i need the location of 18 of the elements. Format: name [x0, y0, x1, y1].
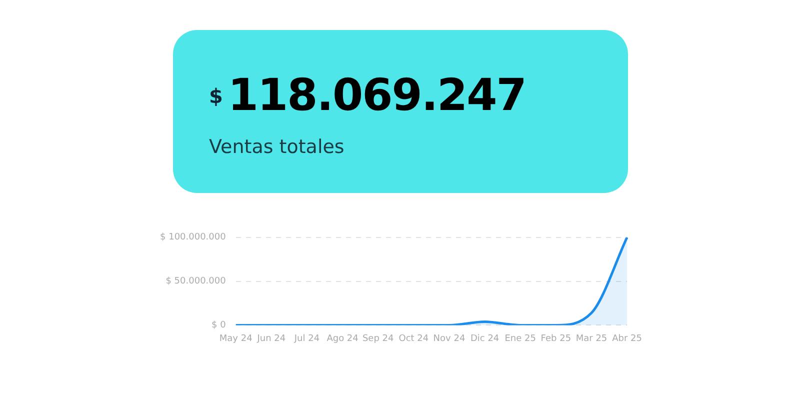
x-tick-label: Abr 25 — [612, 334, 642, 344]
x-tick-label: Mar 25 — [576, 334, 608, 344]
x-tick-label: Feb 25 — [540, 334, 572, 344]
x-tick-label: Ago 24 — [326, 334, 359, 344]
x-tick-label: Oct 24 — [398, 334, 429, 344]
text: Ventas totales — [209, 136, 346, 158]
x-tick-label: Ene 25 — [504, 334, 536, 344]
y-tick-label: $ 0 — [212, 320, 226, 331]
x-tick-label: Sep 24 — [362, 334, 394, 344]
y-tick-label: $ 50.000.000 — [166, 276, 226, 287]
text: $ — [209, 84, 223, 108]
x-tick-label: May 24 — [219, 334, 253, 344]
y-tick-label: $ 100.000.000 — [160, 232, 226, 243]
x-tick-label: Dic 24 — [470, 334, 500, 344]
x-tick-label: Jul 24 — [293, 334, 320, 344]
x-tick-label: Nov 24 — [433, 334, 466, 344]
x-tick-label: Jun 24 — [256, 334, 286, 344]
text: 118.069.247 — [228, 70, 526, 122]
